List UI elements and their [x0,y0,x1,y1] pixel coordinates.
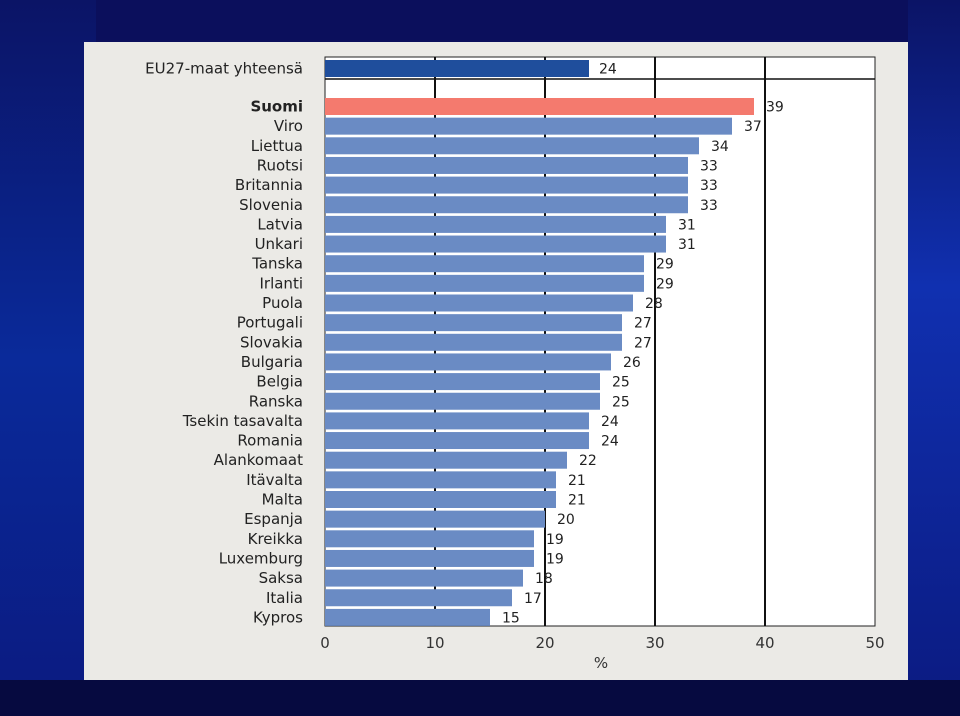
category-label-4: Britannia [235,176,303,194]
data-label-0: 39 [766,100,784,116]
x-tick-label-0: 0 [320,634,330,652]
data-label-17: 24 [601,434,619,450]
bar-20 [325,491,556,508]
bar-16 [325,412,589,430]
data-label-25: 17 [524,591,542,607]
category-label-23: Luxemburg [219,549,303,567]
data-label-7: 31 [678,237,696,253]
data-label-22: 19 [546,532,564,548]
bar-11 [325,314,622,332]
data-label-14: 25 [612,375,630,391]
data-label-6: 31 [678,217,696,233]
category-label-10: Puola [262,294,303,312]
data-label-19: 21 [568,473,586,489]
bar-1 [325,117,732,135]
category-label-15: Ranska [249,392,303,410]
data-label-26: 15 [502,610,520,626]
bar-0 [325,98,754,115]
x-tick-label-30: 30 [645,634,664,652]
category-label-13: Bulgaria [241,353,303,371]
category-label-3: Ruotsi [257,156,303,174]
bar-8 [325,255,644,273]
bar-19 [325,471,556,489]
category-label-25: Italia [266,589,303,607]
bar-17 [325,432,589,450]
category-label-16: Tsekin tasavalta [182,412,303,430]
labels: 0 10 20 30 40 50 EU27-maat yhteensä 24 Suomi 39 Vi… [145,60,884,653]
bar-3 [325,156,688,174]
bar-15 [325,392,600,410]
data-label-16: 24 [601,414,619,430]
slide-background-bottom [0,680,960,716]
data-label-12: 27 [634,335,652,351]
data-label-11: 27 [634,316,652,332]
category-label-9: Irlanti [259,274,303,292]
bars [325,60,754,626]
category-label-22: Kreikka [248,530,303,548]
bar-14 [325,373,600,391]
data-label-18: 22 [579,453,597,469]
slide-background-left [0,0,96,716]
category-label-24: Saksa [259,569,303,587]
data-label-9: 29 [656,276,674,292]
x-axis-label: % [594,654,608,672]
category-label-18: Alankomaat [214,451,303,469]
bar-26 [325,608,490,626]
data-label-5: 33 [700,198,718,214]
data-label-24: 18 [535,571,553,587]
category-label-summary: EU27-maat yhteensä [145,60,303,78]
category-label-19: Itävalta [246,471,303,489]
data-label-summary: 24 [599,62,617,78]
bar-24 [325,569,523,587]
category-label-20: Malta [262,491,303,509]
bar-5 [325,196,688,214]
data-label-13: 26 [623,355,641,371]
bar-22 [325,530,534,548]
bar-13 [325,353,611,371]
data-label-20: 21 [568,493,586,509]
bar-7 [325,235,666,253]
category-label-2: Liettua [251,137,303,155]
data-label-10: 28 [645,296,663,312]
x-tick-label-40: 40 [755,634,774,652]
bar-6 [325,215,666,233]
slide-background-top [0,0,960,42]
category-label-26: Kypros [253,608,303,626]
data-label-23: 19 [546,551,564,567]
category-label-0: Suomi [250,98,303,116]
category-label-6: Latvia [257,215,303,233]
data-label-2: 34 [711,139,729,155]
bar-21 [325,510,545,528]
category-label-17: Romania [237,432,303,450]
data-label-8: 29 [656,257,674,273]
x-tick-label-20: 20 [535,634,554,652]
bar-12 [325,333,622,351]
slide-background-right [908,0,960,716]
x-tick-label-50: 50 [865,634,884,652]
bar-9 [325,274,644,292]
data-label-4: 33 [700,178,718,194]
bar-4 [325,176,688,194]
x-tick-label-10: 10 [425,634,444,652]
bar-23 [325,549,534,567]
bar-2 [325,137,699,155]
data-label-1: 37 [744,119,762,135]
category-label-8: Tanska [251,255,303,273]
category-label-12: Slovakia [240,333,303,351]
bar-10 [325,294,633,312]
category-label-1: Viro [274,117,303,135]
data-label-3: 33 [700,158,718,174]
category-label-11: Portugali [237,314,303,332]
bar-summary [325,60,589,77]
category-label-14: Belgia [256,373,303,391]
category-label-21: Espanja [244,510,303,528]
category-label-5: Slovenia [239,196,303,214]
category-label-7: Unkari [255,235,303,253]
data-label-15: 25 [612,394,630,410]
bar-18 [325,451,567,469]
data-label-21: 20 [557,512,575,528]
bar-25 [325,589,512,607]
